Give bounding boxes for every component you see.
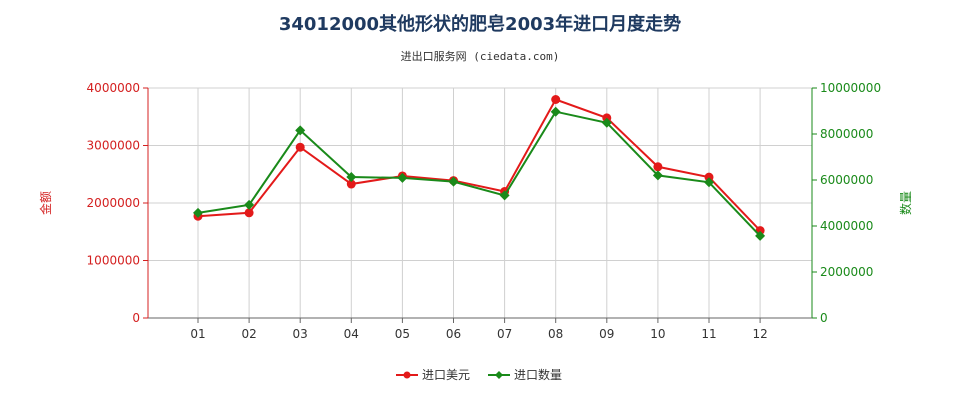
right-tick-label: 2000000 [820,265,873,279]
data-point [601,117,612,128]
data-point [755,230,766,241]
legend-label: 进口美元 [422,368,470,382]
grid [148,87,812,319]
series-line-2 [197,110,761,237]
left-axis-label: 金额 [38,191,53,215]
x-tick-label: 01 [190,327,205,341]
left-tick-label: 3000000 [87,139,140,153]
data-point [295,142,305,152]
right-tick-label: 8000000 [820,127,873,141]
chart-subtitle: 进出口服务网 (ciedata.com) [400,50,560,63]
x-tick-label: 06 [446,327,461,341]
left-tick-label: 4000000 [87,81,140,95]
data-point [704,172,714,182]
data-point [397,172,408,183]
series-line-1 [197,98,761,232]
data-point [653,162,663,172]
right-tick-label: 0 [820,311,828,325]
x-tick-label: 12 [752,327,767,341]
data-point [244,208,254,218]
left-tick-label: 2000000 [87,196,140,210]
legend-marker [495,371,503,379]
legend: 进口美元 进口数量 [396,367,562,382]
x-tick-label: 05 [395,327,410,341]
x-tick-label: 04 [344,327,359,341]
x-tick-label: 07 [497,327,512,341]
x-tick-label: 10 [650,327,665,341]
data-point [499,190,510,201]
data-point [346,179,356,189]
x-tick-label: 03 [293,327,308,341]
data-point [704,177,714,188]
data-point [652,170,663,181]
series-layer [193,95,766,241]
left-tick-label: 1000000 [87,254,140,268]
x-tick-label: 02 [241,327,256,341]
x-tick-label: 08 [548,327,563,341]
data-point [551,95,561,104]
legend-marker [403,371,411,379]
right-tick-label: 6000000 [820,173,873,187]
data-point [244,199,255,210]
x-tick-label: 11 [701,327,716,341]
left-tick-label: 0 [132,311,140,325]
axes: 0 1000000 2000000 3000000 4000000 0 2000000 400… [87,81,882,341]
legend-label: 进口数量 [514,367,562,382]
right-tick-label: 10000000 [820,81,881,95]
right-axis-label: 数量 [898,191,913,215]
data-point [193,207,203,218]
x-tick-label: 09 [599,327,614,341]
data-point [346,172,357,183]
right-tick-label: 4000000 [820,219,873,233]
data-point [448,176,459,187]
data-point [550,106,561,117]
chart-title: 34012000其他形状的肥皂2003年进口月度走势 [278,14,682,35]
data-point [295,125,306,136]
